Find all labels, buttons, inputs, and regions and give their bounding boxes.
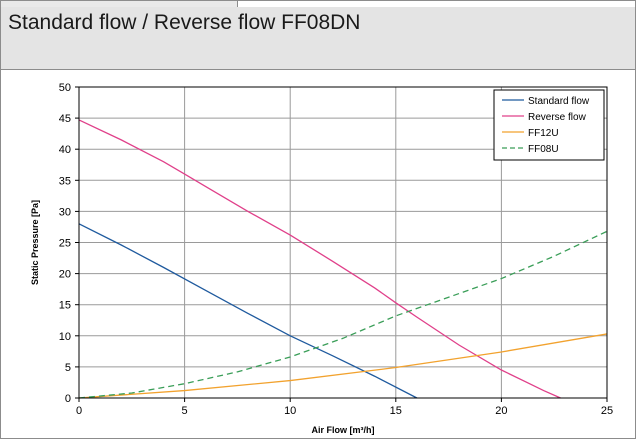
- x-tick-label: 25: [601, 405, 613, 417]
- y-tick-label: 10: [59, 331, 71, 343]
- y-tick-label: 35: [59, 175, 71, 187]
- y-tick-label: 40: [59, 144, 71, 156]
- y-axis-title: Static Pressure [Pa]: [30, 200, 40, 285]
- y-tick-label: 0: [65, 393, 71, 405]
- series-line-3: [78, 230, 608, 399]
- y-tick-label: 15: [59, 300, 71, 312]
- series-lines: [78, 119, 608, 399]
- y-tick-label: 20: [59, 269, 71, 281]
- y-tick-label: 5: [65, 362, 71, 374]
- header-bar: Standard flow / Reverse flow FF08DN: [1, 7, 635, 70]
- x-axis-title: Air Flow [m³/h]: [312, 425, 375, 435]
- page-title: Standard flow / Reverse flow FF08DN: [8, 11, 361, 34]
- legend: Standard flow Reverse flow FF12U FF08U: [493, 89, 605, 161]
- legend-label-1: Reverse flow: [528, 112, 587, 123]
- series-line-0: [78, 223, 418, 399]
- tick-labels: 0 5 10 15 20 25 0 5 10 15 20 25 30 35 40 45 50: [59, 82, 613, 417]
- y-tick-label: 45: [59, 113, 71, 125]
- legend-label-0: Standard flow: [528, 96, 590, 107]
- series-line-2: [78, 333, 608, 399]
- y-tick-label: 30: [59, 206, 71, 218]
- legend-label-2: FF12U: [528, 128, 559, 139]
- x-tick-label: 10: [284, 405, 296, 417]
- y-tick-label: 25: [59, 238, 71, 250]
- top-tab-strip: [1, 1, 238, 7]
- x-tick-label: 20: [495, 405, 507, 417]
- x-tick-label: 0: [76, 405, 82, 417]
- y-tick-label: 50: [59, 82, 71, 94]
- x-tick-label: 15: [390, 405, 402, 417]
- legend-label-3: FF08U: [528, 144, 559, 155]
- series-line-1: [78, 119, 561, 399]
- x-tick-label: 5: [182, 405, 188, 417]
